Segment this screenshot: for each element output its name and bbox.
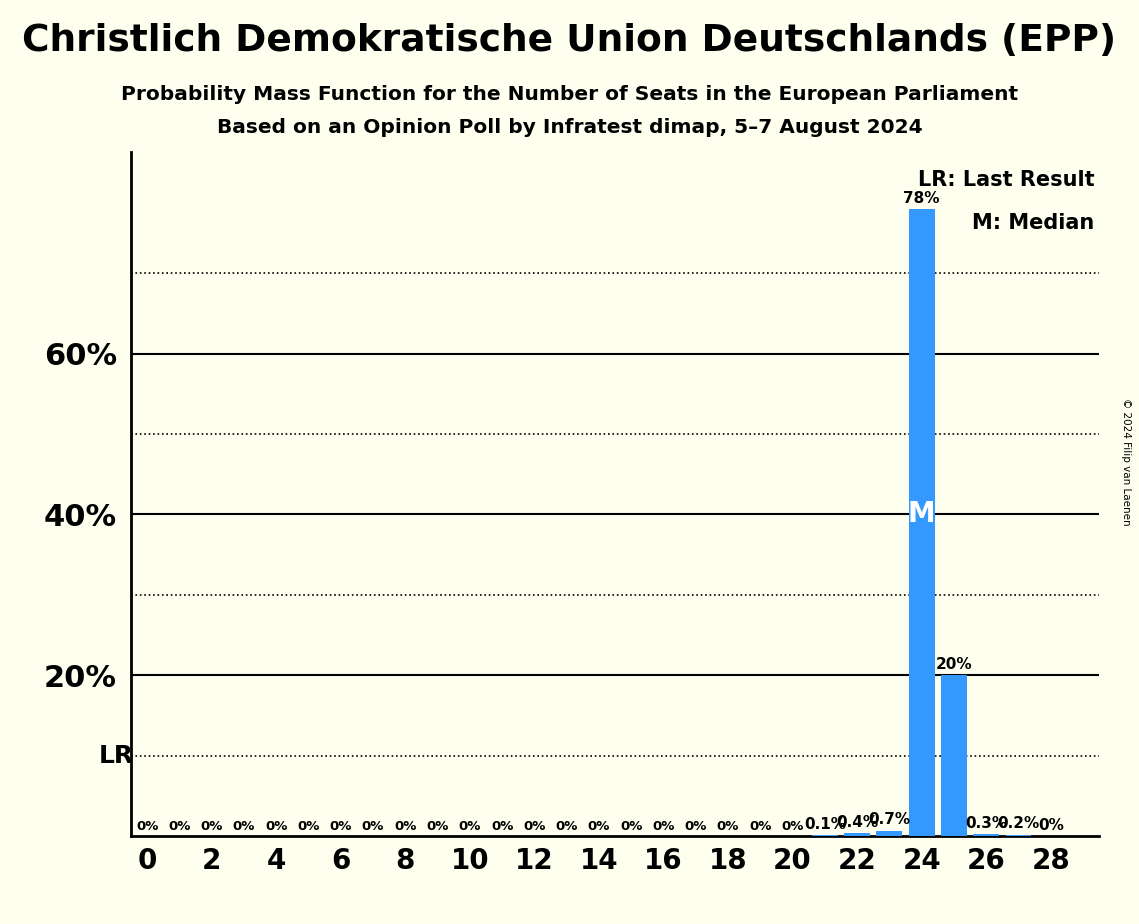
Text: 0%: 0% <box>169 820 190 833</box>
Text: 0%: 0% <box>523 820 546 833</box>
Text: 0.3%: 0.3% <box>965 816 1007 831</box>
Text: 0%: 0% <box>200 820 223 833</box>
Text: 78%: 78% <box>903 190 940 205</box>
Text: 0%: 0% <box>329 820 352 833</box>
Bar <box>974 833 999 836</box>
Text: 0%: 0% <box>620 820 642 833</box>
Text: 0%: 0% <box>394 820 417 833</box>
Text: 0%: 0% <box>362 820 384 833</box>
Text: 0.2%: 0.2% <box>998 817 1040 832</box>
Bar <box>877 831 902 836</box>
Text: Based on an Opinion Poll by Infratest dimap, 5–7 August 2024: Based on an Opinion Poll by Infratest di… <box>216 118 923 138</box>
Text: 0%: 0% <box>265 820 287 833</box>
Bar <box>844 833 870 836</box>
Text: 20%: 20% <box>935 657 973 672</box>
Text: 0%: 0% <box>588 820 611 833</box>
Bar <box>941 675 967 836</box>
Text: 0.1%: 0.1% <box>804 817 846 833</box>
Text: LR: Last Result: LR: Last Result <box>918 170 1095 189</box>
Text: 0%: 0% <box>426 820 449 833</box>
Text: M: M <box>908 501 935 529</box>
Text: 0%: 0% <box>781 820 804 833</box>
Text: Christlich Demokratische Union Deutschlands (EPP): Christlich Demokratische Union Deutschla… <box>23 23 1116 59</box>
Text: Probability Mass Function for the Number of Seats in the European Parliament: Probability Mass Function for the Number… <box>121 85 1018 104</box>
Text: 0%: 0% <box>556 820 577 833</box>
Text: 0%: 0% <box>749 820 771 833</box>
Text: LR: LR <box>99 744 134 768</box>
Text: 0%: 0% <box>716 820 739 833</box>
Text: 0%: 0% <box>232 820 255 833</box>
Text: 0%: 0% <box>136 820 158 833</box>
Bar <box>909 209 935 836</box>
Text: 0.4%: 0.4% <box>836 815 878 830</box>
Text: 0%: 0% <box>459 820 481 833</box>
Text: 0%: 0% <box>491 820 514 833</box>
Text: 0.7%: 0.7% <box>868 812 910 827</box>
Text: 0%: 0% <box>685 820 707 833</box>
Text: © 2024 Filip van Laenen: © 2024 Filip van Laenen <box>1121 398 1131 526</box>
Text: M: Median: M: Median <box>972 213 1095 233</box>
Bar <box>1006 834 1032 836</box>
Text: 0%: 0% <box>653 820 674 833</box>
Text: 0%: 0% <box>297 820 320 833</box>
Text: 0%: 0% <box>1038 818 1064 833</box>
